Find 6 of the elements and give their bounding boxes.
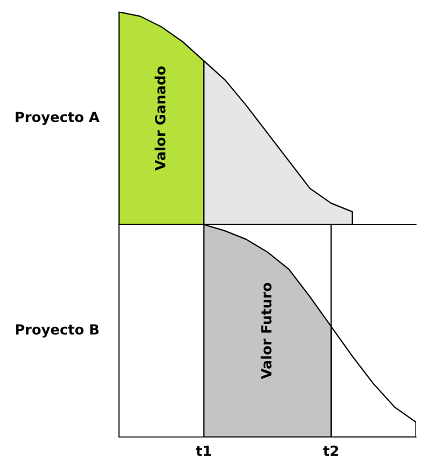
x-tick-label: t2	[323, 446, 338, 456]
x-tick-label: t1	[196, 446, 212, 456]
y-axis-title: Proyecto B	[16, 324, 99, 338]
series-label: Valor Ganado	[154, 66, 166, 171]
series-label: Valor Futuro	[260, 282, 272, 380]
y-axis-title: Proyecto A	[16, 112, 100, 125]
